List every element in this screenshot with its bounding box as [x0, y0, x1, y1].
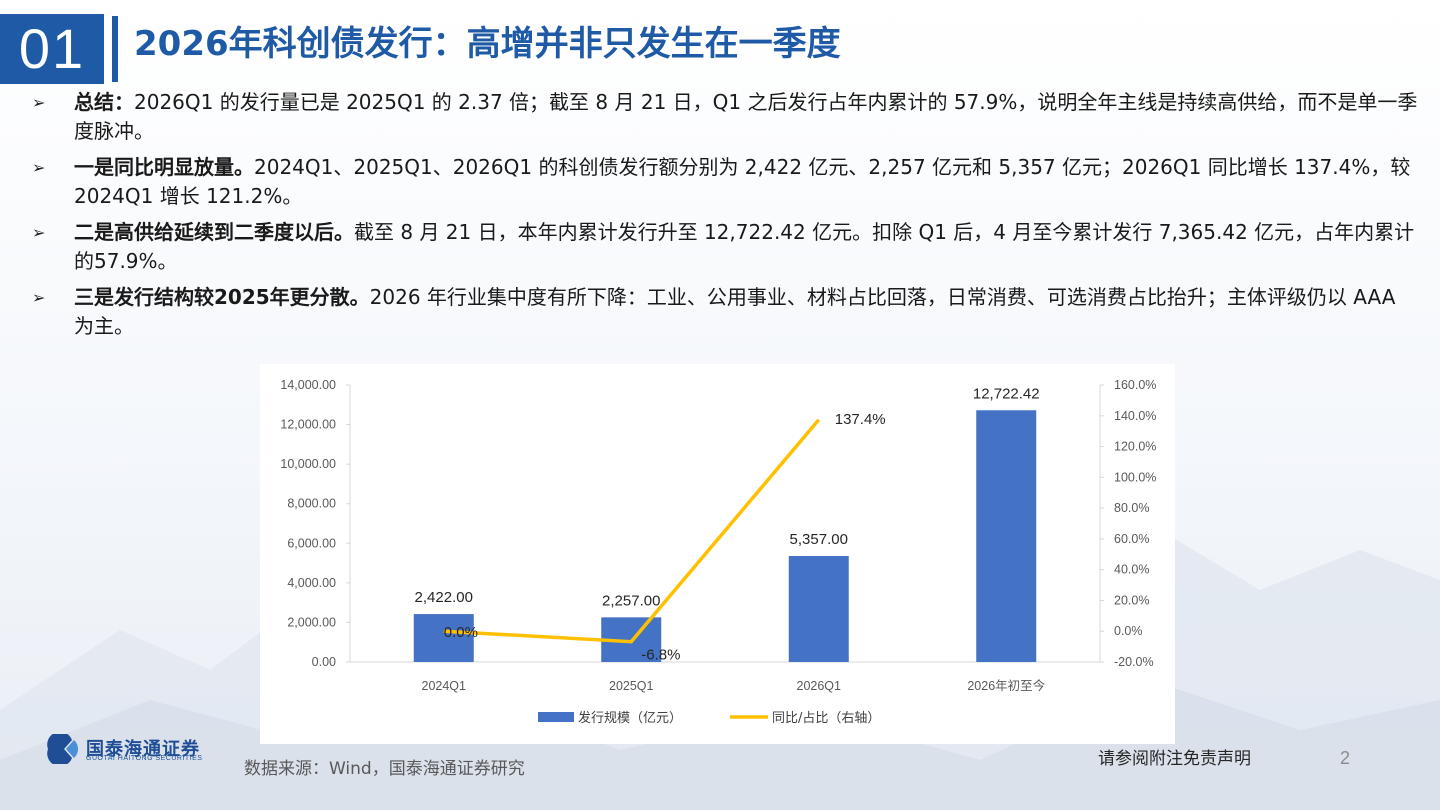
y-right-tick-label: 0.0% — [1114, 624, 1143, 638]
page-number: 2 — [1340, 748, 1351, 768]
x-tick-label: 2026Q1 — [797, 679, 842, 693]
arrow-bullet-icon: ➢ — [32, 158, 46, 177]
x-tick-label: 2025Q1 — [609, 679, 654, 693]
y-left-tick-label: 0.00 — [312, 655, 336, 669]
y-left-tick-label: 14,000.00 — [280, 378, 336, 392]
bullet-text: 2026Q1 的发行量已是 2025Q1 的 2.37 倍；截至 8 月 21 … — [74, 90, 1418, 143]
bar-data-label: 5,357.00 — [790, 531, 848, 548]
y-left-tick-label: 4,000.00 — [287, 576, 336, 590]
y-right-tick-label: 120.0% — [1114, 440, 1156, 454]
y-left-tick-label: 12,000.00 — [280, 418, 336, 432]
y-right-tick-label: 20.0% — [1114, 593, 1149, 607]
bar-line-chart: 0.00 2,000.00 4,000.00 6,000.00 8,000.00 10,0… — [280, 378, 1156, 726]
y-right-tick-label: 60.0% — [1114, 532, 1149, 546]
bar-data-label: 12,722.42 — [973, 385, 1040, 402]
bullet-text: 2026 年行业集中度有所下降：工业、公用事业、材料占比回落，日常消费、可选消费… — [74, 285, 1396, 338]
bullet-item: ➢ 三是发行结构较2025年更分散。2026 年行业集中度有所下降：工业、公用事… — [28, 283, 1418, 341]
y-right-tick-label: 160.0% — [1114, 378, 1156, 392]
page-title: 2026年科创债发行：高增并非只发生在一季度 — [134, 24, 841, 64]
bullet-lead: 总结： — [74, 90, 134, 114]
y-left-tick-label: 8,000.00 — [287, 497, 336, 511]
line-data-label: 0.0% — [444, 624, 478, 641]
bullet-item: ➢ 总结：2026Q1 的发行量已是 2025Q1 的 2.37 倍；截至 8 … — [28, 88, 1418, 146]
y-left-tick-label: 2,000.00 — [287, 615, 336, 629]
bullet-item: ➢ 一是同比明显放量。2024Q1、2025Q1、2026Q1 的科创债发行额分… — [28, 153, 1418, 211]
bar-data-label: 2,257.00 — [602, 592, 660, 609]
line-data-label: 137.4% — [835, 411, 886, 428]
y-right-tick-label: -20.0% — [1114, 655, 1154, 669]
y-right-tick-label: 40.0% — [1114, 563, 1149, 577]
arrow-bullet-icon: ➢ — [32, 223, 46, 242]
y-left-tick-label: 6,000.00 — [287, 536, 336, 550]
y-right-tick-label: 80.0% — [1114, 501, 1149, 515]
y-left-tick-label: 10,000.00 — [280, 457, 336, 471]
y-right-tick-label: 100.0% — [1114, 470, 1156, 484]
bar — [976, 410, 1037, 662]
bullet-lead: 三是发行结构较2025年更分散。 — [74, 285, 370, 309]
x-tick-label: 2024Q1 — [422, 679, 467, 693]
bullet-text: 2024Q1、2025Q1、2026Q1 的科创债发行额分别为 2,422 亿元… — [74, 155, 1411, 208]
line-data-label: -6.8% — [641, 647, 680, 664]
bullet-text: 截至 8 月 21 日，本年内累计发行升至 12,722.42 亿元。扣除 Q1… — [74, 220, 1415, 273]
bullet-item: ➢ 二是高供给延续到二季度以后。截至 8 月 21 日，本年内累计发行升至 12… — [28, 218, 1418, 276]
x-tick-label: 2026年初至今 — [967, 678, 1045, 693]
y-right-tick-label: 140.0% — [1114, 409, 1156, 423]
title-accent-bar — [112, 16, 118, 82]
logo-text: 国泰海通证券 — [86, 739, 200, 760]
legend-bar-swatch — [538, 712, 574, 722]
legend-bar-label: 发行规模（亿元） — [578, 710, 682, 726]
bar-data-label: 2,422.00 — [415, 589, 473, 606]
legend-line-label: 同比/占比（右轴） — [772, 711, 880, 726]
logo-subtext: GUOTAI HAITONG SECURITIES — [86, 755, 203, 762]
data-source: 数据来源：Wind，国泰海通证券研究 — [244, 759, 525, 779]
bar — [788, 556, 849, 662]
logo-mark — [47, 734, 79, 764]
section-number: 01 — [0, 14, 104, 84]
bullet-list: ➢ 总结：2026Q1 的发行量已是 2025Q1 的 2.37 倍；截至 8 … — [28, 88, 1418, 348]
bar — [413, 614, 474, 662]
arrow-bullet-icon: ➢ — [32, 288, 46, 307]
chart-panel: 0.00 2,000.00 4,000.00 6,000.00 8,000.00 10,0… — [260, 364, 1175, 744]
arrow-bullet-icon: ➢ — [32, 93, 46, 112]
bullet-lead: 二是高供给延续到二季度以后。 — [74, 220, 354, 244]
disclaimer: 请参阅附注免责声明 — [1098, 749, 1251, 769]
bullet-lead: 一是同比明显放量。 — [74, 155, 254, 179]
